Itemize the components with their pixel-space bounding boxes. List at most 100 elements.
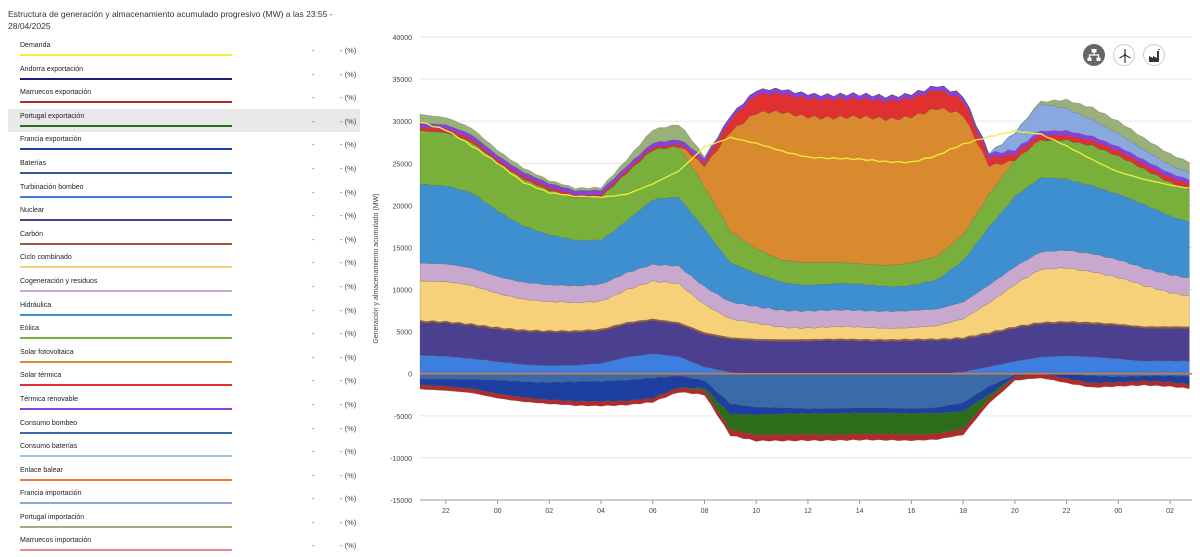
x-tick-label: 16 xyxy=(907,508,915,515)
area-series-marruecos-exportaci-n[interactable] xyxy=(419,373,1190,442)
x-tick-label: 06 xyxy=(649,508,657,515)
legend-label: Baterías xyxy=(20,159,47,167)
legend-label: Consumo baterías xyxy=(20,443,78,451)
legend-item[interactable]: Andorra exportación - - (%) xyxy=(8,62,360,86)
legend-percent: - (%) xyxy=(340,258,357,268)
legend-item[interactable]: Portugal exportación - - (%) xyxy=(8,108,360,133)
legend-item[interactable]: Demanda - - (%) xyxy=(8,38,360,62)
legend-value: - xyxy=(312,447,315,457)
legend-label: Francia importación xyxy=(20,490,82,498)
legend-label: Hidráulica xyxy=(20,301,52,309)
legend-percent: - (%) xyxy=(340,211,357,221)
legend-item[interactable]: Turbinación bombeo - - (%) xyxy=(8,180,360,204)
network-icon[interactable] xyxy=(1083,44,1105,66)
legend-value: - xyxy=(312,187,315,197)
y-tick-label: 40000 xyxy=(393,35,413,42)
legend-item[interactable]: Solar fotovoltaica - - (%) xyxy=(8,345,360,369)
legend-percent: - (%) xyxy=(340,541,357,551)
legend-item[interactable]: Portugal importación - - (%) xyxy=(8,510,360,534)
legend-value: - xyxy=(312,46,315,55)
y-tick-label: 25000 xyxy=(393,161,413,168)
legend-value: - xyxy=(312,329,315,339)
x-tick-label: 00 xyxy=(1114,508,1122,515)
y-tick-label: 15000 xyxy=(393,245,413,252)
legend-percent: - (%) xyxy=(340,305,357,315)
wind-turbine-icon[interactable] xyxy=(1113,44,1135,66)
chart-title: Estructura de generación y almacenamient… xyxy=(8,9,333,31)
legend-percent: - (%) xyxy=(340,187,357,197)
legend-label: Francia exportación xyxy=(20,136,82,144)
x-tick-label: 02 xyxy=(545,508,553,515)
legend-swatch xyxy=(20,407,232,410)
legend-item[interactable]: Solar térmica - - (%) xyxy=(8,368,360,392)
legend-value: - xyxy=(312,234,315,244)
legend-item[interactable]: Ciclo combinado - - (%) xyxy=(8,250,360,274)
legend-item[interactable]: Consumo baterías - - (%) xyxy=(8,439,360,463)
legend-label: Carbón xyxy=(20,230,43,238)
legend-value: - xyxy=(312,423,315,433)
legend-label: Térmica renovable xyxy=(20,395,78,403)
legend-label: Portugal importación xyxy=(20,513,85,521)
y-tick-label: -15000 xyxy=(390,498,412,505)
legend-percent: - (%) xyxy=(340,447,357,457)
legend-label: Demanda xyxy=(20,42,51,49)
legend-swatch xyxy=(20,171,232,174)
legend-label: Marruecos exportación xyxy=(20,89,92,97)
legend-value: - xyxy=(312,399,315,409)
legend-label: Solar térmica xyxy=(20,372,62,380)
legend-percent: - (%) xyxy=(340,423,357,433)
y-tick-label: -5000 xyxy=(394,414,412,421)
x-tick-label: 10 xyxy=(752,508,760,515)
legend-swatch xyxy=(20,384,232,387)
x-tick-label: 18 xyxy=(959,508,967,515)
legend-label: Solar fotovoltaica xyxy=(20,348,74,356)
legend-item[interactable]: Marruecos importación - - (%) xyxy=(8,533,360,557)
legend-item[interactable]: Carbón - - (%) xyxy=(8,227,360,251)
legend-value: - xyxy=(312,470,315,480)
legend-swatch xyxy=(20,313,232,316)
factory-icon[interactable] xyxy=(1143,44,1165,66)
legend-label: Turbinación bombeo xyxy=(20,183,84,191)
legend-item[interactable]: Francia exportación - - (%) xyxy=(8,132,360,156)
legend-item[interactable]: Térmica renovable - - (%) xyxy=(8,392,360,416)
chart-plot: -15000 -10000 -5000 0 5000 10000 15000 20000 250… xyxy=(373,35,1192,515)
legend-value: - xyxy=(312,258,315,268)
legend-swatch xyxy=(20,219,232,222)
y-tick-label: 5000 xyxy=(396,330,412,337)
legend-swatch xyxy=(20,289,232,292)
legend-item[interactable]: Consumo bombeo - - (%) xyxy=(8,416,360,440)
x-tick-label: 02 xyxy=(1166,508,1174,515)
legend-value: - xyxy=(312,116,315,126)
x-tick-label: 20 xyxy=(1011,508,1019,515)
legend-value: - xyxy=(312,281,315,291)
legend-label: Ciclo combinado xyxy=(20,254,72,262)
legend-item[interactable]: Nuclear - - (%) xyxy=(8,203,360,227)
legend-item[interactable]: Marruecos exportación - - (%) xyxy=(8,85,360,109)
legend-swatch xyxy=(20,525,232,528)
legend-item[interactable]: Baterías - - (%) xyxy=(8,156,360,180)
area-series-portugal-importaci-n[interactable] xyxy=(419,85,1190,192)
legend-swatch xyxy=(20,549,232,552)
legend-item[interactable]: Francia importación - - (%) xyxy=(8,486,360,510)
legend-value: - xyxy=(312,352,315,362)
legend-value: - xyxy=(312,93,315,103)
legend-label: Consumo bombeo xyxy=(20,419,78,427)
legend-label: Eólica xyxy=(20,325,40,333)
y-tick-label: 30000 xyxy=(393,119,413,126)
legend-percent: - (%) xyxy=(340,116,357,126)
legend-swatch xyxy=(20,101,232,104)
legend-label: Marruecos importación xyxy=(20,537,92,545)
demand-line[interactable] xyxy=(419,121,1190,199)
x-tick-label: 04 xyxy=(597,508,605,515)
legend-item[interactable]: Cogeneración y residuos - - (%) xyxy=(8,274,360,298)
legend-percent: - (%) xyxy=(340,93,357,103)
legend-percent: - (%) xyxy=(340,376,357,386)
legend-swatch xyxy=(20,124,232,127)
legend-value: - xyxy=(312,541,315,551)
legend-percent: - (%) xyxy=(340,399,357,409)
legend-item[interactable]: Enlace balear - - (%) xyxy=(8,463,360,487)
legend-item[interactable]: Eólica - - (%) xyxy=(8,321,360,345)
legend-item[interactable]: Hidráulica - - (%) xyxy=(8,298,360,322)
legend-value: - xyxy=(312,376,315,386)
legend-percent: - (%) xyxy=(340,470,357,480)
